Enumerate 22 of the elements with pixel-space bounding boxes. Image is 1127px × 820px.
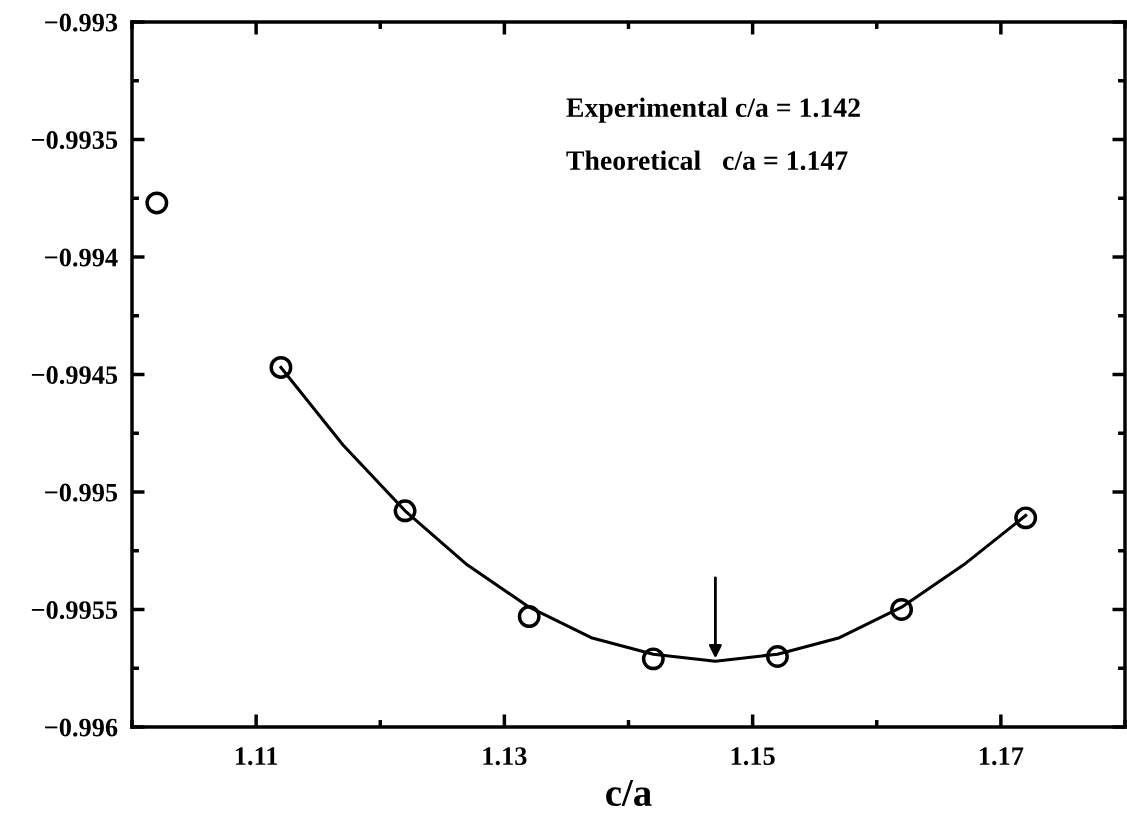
point: [1014, 506, 1038, 530]
x-tick-label: 1.13: [483, 747, 527, 766]
x-tick-label: 1.11: [235, 747, 278, 766]
y-tick-label: −0.995: [45, 483, 118, 502]
point: [145, 191, 169, 215]
x-axis-title: c/a: [606, 780, 652, 807]
point: [393, 499, 417, 523]
y-tick-label: −0.9935: [31, 131, 118, 150]
y-tick-label: −0.993: [45, 13, 118, 32]
y-tick-label: −0.9945: [31, 366, 118, 385]
point: [641, 647, 665, 671]
point: [890, 598, 914, 621]
y-tick-label: −0.9955: [31, 601, 118, 620]
annotation: Theoretical c/a = 1.147: [566, 150, 848, 171]
y-tick-label: −0.994: [45, 248, 118, 267]
y-tick-label: −0.996: [45, 718, 118, 737]
x-tick-label: 1.17: [979, 747, 1024, 766]
annotation: Experimental c/a = 1.142: [566, 97, 860, 123]
point: [517, 605, 541, 629]
point: [765, 645, 789, 668]
point: [269, 355, 293, 379]
x-tick-label: 1.15: [731, 747, 775, 766]
